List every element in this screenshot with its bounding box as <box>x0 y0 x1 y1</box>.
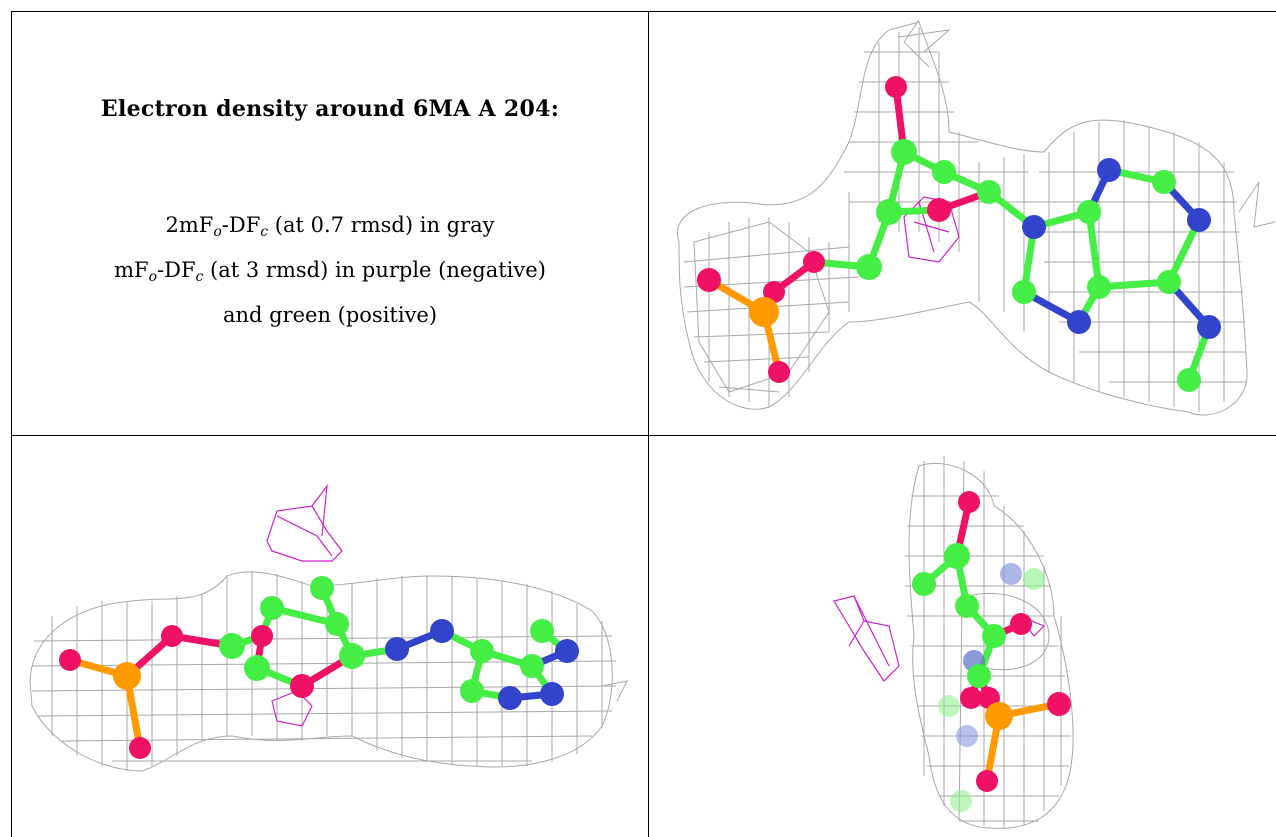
atom-carbon <box>325 612 349 636</box>
atom-carbon <box>982 624 1006 648</box>
atom-nitrogen <box>1197 315 1221 339</box>
atom-carbon <box>944 543 970 569</box>
atom-phosphorus <box>113 662 141 690</box>
legend-fofc: mFo-DFc (at 3 rmsd) in purple (negative) <box>114 258 546 285</box>
atom-oxygen <box>803 251 825 273</box>
density-render-top <box>677 19 1276 416</box>
atom-nitrogen <box>430 619 454 643</box>
atom-carbon <box>1087 275 1111 299</box>
atom-oxygen <box>129 737 151 759</box>
atom-nitrogen <box>555 639 579 663</box>
atom-carbon <box>1077 200 1101 224</box>
legend-2fofc: 2mFo-DFc (at 0.7 rmsd) in gray <box>165 213 495 240</box>
molecule-view-side <box>12 436 648 837</box>
atoms <box>59 576 579 759</box>
atoms <box>912 491 1071 812</box>
gray-mesh <box>677 19 1276 416</box>
atom-carbon <box>310 576 334 600</box>
atoms <box>697 76 1221 392</box>
atom-phosphorus <box>749 297 779 327</box>
atom-oxygen <box>960 687 982 709</box>
atom-carbon <box>932 160 956 184</box>
atom-carbon <box>912 572 936 596</box>
atom-oxygen <box>1047 692 1071 716</box>
atom-carbon <box>219 633 245 659</box>
atom-carbon <box>977 180 1001 204</box>
atom-phosphorus <box>985 702 1013 730</box>
atom-nitrogen <box>1187 208 1211 232</box>
atom-carbon <box>938 695 960 717</box>
atom-oxygen <box>1010 613 1032 635</box>
atom-carbon <box>260 596 284 620</box>
atom-carbon <box>891 139 917 165</box>
atom-nitrogen <box>956 725 978 747</box>
atom-carbon <box>470 639 494 663</box>
atom-carbon <box>967 664 991 688</box>
atom-oxygen <box>763 281 785 303</box>
atom-carbon <box>530 619 554 643</box>
molecule-view-end <box>649 436 1276 837</box>
atom-oxygen <box>161 625 183 647</box>
atom-carbon <box>520 654 544 678</box>
caption-cell: Electron density around 6MA A 204: 2mFo-… <box>12 12 648 435</box>
atom-nitrogen <box>1000 563 1022 585</box>
atom-carbon <box>1023 568 1045 590</box>
atom-carbon <box>876 199 902 225</box>
atom-carbon <box>1157 270 1181 294</box>
atom-nitrogen <box>1067 310 1091 334</box>
atom-oxygen <box>927 198 951 222</box>
atom-carbon <box>856 254 882 280</box>
atom-carbon <box>1152 170 1176 194</box>
negative-density-blob <box>833 595 1046 682</box>
atom-oxygen <box>697 268 721 292</box>
legend-colors: and green (positive) <box>222 303 438 327</box>
map-legend: 2mFo-DFc (at 0.7 rmsd) in gray mFo-DFc (… <box>12 206 648 334</box>
density-render-side <box>29 483 628 772</box>
atom-oxygen <box>976 770 998 792</box>
atom-carbon <box>339 643 365 669</box>
molecule-view-top <box>649 12 1276 435</box>
atom-carbon <box>460 679 484 703</box>
atom-nitrogen <box>540 682 564 706</box>
atom-carbon <box>1177 368 1201 392</box>
atom-oxygen <box>885 76 907 98</box>
bonds <box>66 584 571 752</box>
atom-nitrogen <box>1097 158 1121 182</box>
atom-carbon <box>955 594 979 618</box>
atom-carbon <box>244 655 270 681</box>
atom-carbon <box>1012 280 1036 304</box>
atom-oxygen <box>768 361 790 383</box>
atom-oxygen <box>290 674 314 698</box>
atom-nitrogen <box>1022 215 1046 239</box>
density-render-end <box>833 456 1074 829</box>
density-title: Electron density around 6MA A 204: <box>100 96 560 122</box>
atom-nitrogen <box>498 686 522 710</box>
atom-oxygen <box>59 649 81 671</box>
atom-carbon <box>950 790 972 812</box>
atom-nitrogen <box>385 637 409 661</box>
atom-oxygen <box>251 625 273 647</box>
atom-oxygen <box>958 491 980 513</box>
